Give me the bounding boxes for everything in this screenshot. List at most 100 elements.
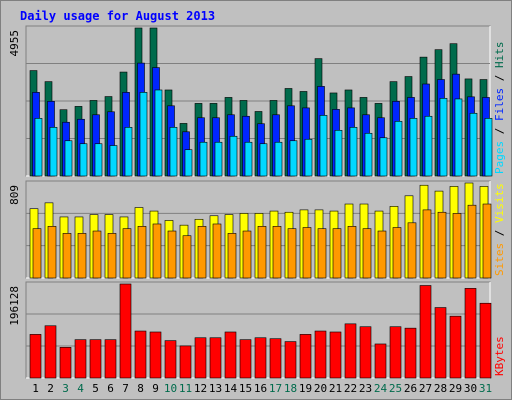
bar-sites-day-12: [197, 226, 207, 279]
bar-kbytes-day-8: [134, 330, 147, 379]
bar-pages-day-13: [214, 141, 223, 177]
bar-kbytes-day-3: [59, 347, 72, 379]
bar-pages-day-2: [49, 127, 58, 177]
day-label-29: 29: [449, 382, 462, 395]
day-labels: 1 2 3 4 5 6 7 8 9 10 11 12 13 14 15 16 17 18 19 20 21 22 23 24 2…: [32, 382, 492, 395]
axis-max-label: 809: [8, 185, 21, 205]
bar-pages-day-23: [364, 132, 373, 177]
bar-kbytes-day-14: [224, 331, 237, 379]
bar-pages-day-22: [349, 127, 358, 177]
bar-kbytes-day-20: [314, 330, 327, 379]
bar-kbytes-day-12: [194, 337, 207, 379]
bar-pages-day-28: [439, 98, 448, 177]
day-label-6: 6: [107, 382, 114, 395]
panel-middle: 809 Sites / Visits: [8, 180, 506, 279]
bar-sites-day-6: [107, 233, 117, 279]
day-label-16: 16: [254, 382, 267, 395]
axis-max-label: 196128: [8, 286, 21, 326]
bar-sites-day-27: [422, 209, 432, 279]
bar-kbytes-day-26: [404, 327, 417, 379]
bar-kbytes-day-22: [344, 323, 357, 379]
bar-kbytes-day-30: [464, 288, 477, 379]
bar-sites-day-19: [302, 227, 312, 279]
bar-kbytes-day-6: [104, 339, 117, 379]
day-label-14: 14: [224, 382, 238, 395]
bar-pages-day-19: [304, 138, 313, 177]
day-label-25: 25: [389, 382, 402, 395]
day-label-18: 18: [284, 382, 297, 395]
legend-kbytes: KBytes: [493, 336, 506, 376]
bar-sites-day-4: [77, 233, 87, 279]
day-label-3: 3: [62, 382, 69, 395]
day-label-2: 2: [47, 382, 54, 395]
bar-sites-day-3: [62, 233, 72, 279]
bar-pages-day-24: [379, 137, 388, 177]
panel-legend: Pages / Files / Hits: [493, 42, 506, 175]
day-label-1: 1: [32, 382, 39, 395]
bar-kbytes-day-28: [434, 307, 447, 379]
bar-kbytes-day-1: [29, 334, 42, 379]
bar-kbytes-day-16: [254, 337, 267, 379]
bar-pages-day-6: [109, 145, 118, 177]
bar-pages-day-18: [289, 140, 298, 177]
bar-sites-day-29: [452, 213, 462, 279]
bar-kbytes-day-24: [374, 343, 387, 379]
panel-bottom: 196128 KBytes: [8, 281, 506, 379]
bar-sites-day-20: [317, 228, 327, 279]
day-label-13: 13: [209, 382, 222, 395]
day-label-10: 10: [164, 382, 177, 395]
day-label-21: 21: [329, 382, 342, 395]
bar-sites-day-30: [467, 204, 477, 279]
chart-title: Daily usage for August 2013: [20, 9, 215, 23]
bar-sites-day-1: [32, 228, 42, 279]
bar-pages-day-1: [34, 118, 43, 177]
bar-pages-day-12: [199, 141, 208, 177]
bar-kbytes-day-13: [209, 337, 222, 379]
bar-sites-day-25: [392, 227, 402, 279]
legend-files: Files: [493, 88, 506, 121]
bar-kbytes-day-15: [239, 339, 252, 379]
bar-kbytes-day-10: [164, 340, 177, 379]
bar-pages-day-21: [334, 130, 343, 177]
bar-kbytes-day-18: [284, 341, 297, 379]
bar-sites-day-15: [242, 230, 252, 279]
bar-sites-day-16: [257, 226, 267, 279]
bar-pages-day-25: [394, 121, 403, 177]
bar-sites-day-9: [152, 223, 162, 279]
bar-pages-day-20: [319, 115, 328, 177]
bar-pages-day-5: [94, 143, 103, 177]
day-label-28: 28: [434, 382, 447, 395]
bar-pages-day-3: [64, 140, 73, 177]
panel-legend: Sites / Visits: [493, 183, 506, 276]
bar-kbytes-day-2: [44, 325, 57, 379]
bar-sites-day-21: [332, 228, 342, 279]
bar-kbytes-day-27: [419, 285, 432, 379]
bar-kbytes-day-23: [359, 326, 372, 379]
bar-kbytes-day-11: [179, 345, 192, 379]
bar-pages-day-7: [124, 127, 133, 177]
bar-sites-day-5: [92, 230, 102, 279]
bar-kbytes-day-5: [89, 339, 102, 379]
bar-pages-day-17: [274, 141, 283, 177]
day-label-19: 19: [299, 382, 312, 395]
day-label-7: 7: [122, 382, 129, 395]
bar-pages-day-30: [469, 112, 478, 177]
bar-pages-day-26: [409, 118, 418, 177]
bar-sites-day-11: [182, 235, 192, 279]
bar-sites-day-17: [272, 226, 282, 279]
bar-kbytes-day-31: [479, 302, 492, 379]
legend-hits: Hits: [493, 42, 506, 69]
panel-legend: KBytes: [493, 336, 506, 376]
bar-kbytes-day-25: [389, 326, 402, 379]
bar-sites-day-24: [377, 230, 387, 279]
bar-kbytes-day-7: [119, 283, 132, 379]
bar-kbytes-day-9: [149, 331, 162, 379]
day-label-12: 12: [194, 382, 207, 395]
bar-kbytes-day-4: [74, 339, 87, 379]
bar-kbytes-day-29: [449, 315, 462, 379]
bar-sites-day-26: [407, 222, 417, 279]
bar-sites-day-13: [212, 223, 222, 279]
bar-sites-day-23: [362, 228, 372, 279]
day-label-27: 27: [419, 382, 432, 395]
bar-pages-day-4: [79, 143, 88, 177]
